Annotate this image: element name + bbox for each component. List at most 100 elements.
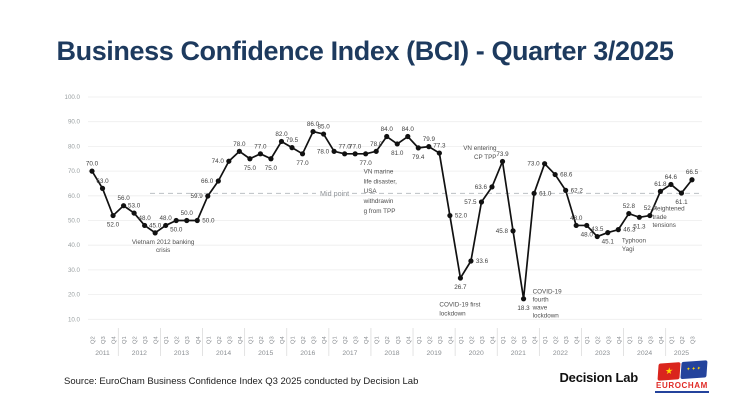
x-tick-label: Q4 — [154, 335, 160, 344]
point-value-label: 68.6 — [560, 172, 573, 179]
data-point — [152, 230, 158, 236]
data-point — [573, 222, 579, 229]
data-point — [447, 212, 453, 219]
page-title: Business Confidence Index (BCI) - Quarte… — [56, 36, 674, 66]
y-tick-label: 40.0 — [68, 242, 81, 249]
annotation-line: CP TPP — [474, 154, 497, 161]
data-points — [89, 128, 695, 302]
mid-line: Mid point — [150, 189, 702, 198]
annotation-line: Vietnam 2012 banking — [132, 239, 195, 246]
point-value-label: 50.0 — [202, 218, 215, 225]
data-point — [320, 131, 327, 137]
x-tick-label: Q4 — [533, 335, 539, 344]
point-value-label: 61.0 — [539, 190, 552, 197]
year-label: 2018 — [384, 350, 399, 357]
y-tick-label: 80.0 — [68, 143, 81, 150]
point-value-label: 66.5 — [686, 169, 699, 176]
eurocham-logo: ★ ✦✦✦ EUROCHAM — [652, 360, 712, 393]
x-tick-label: Q1 — [501, 336, 507, 344]
x-tick-label: Q2 — [469, 336, 475, 344]
annotation-line: COVID-19 — [533, 288, 563, 295]
point-value-label: 52.0 — [107, 222, 120, 229]
point-value-label: 62.2 — [571, 187, 584, 194]
x-tick-label: Q2 — [343, 336, 349, 344]
data-point — [110, 212, 116, 219]
point-value-label: 46.3 — [623, 227, 636, 234]
data-point — [636, 214, 642, 220]
data-point — [352, 151, 358, 157]
point-value-label: 45.0 — [149, 222, 162, 229]
point-value-label: 77.0 — [254, 143, 267, 150]
data-point — [342, 151, 348, 157]
y-tick-label: 100.0 — [65, 94, 81, 101]
x-tick-label: Q2 — [133, 336, 139, 344]
x-tick-label: Q4 — [364, 335, 370, 344]
decision-lab-logo: Decision Lab — [559, 370, 638, 385]
data-point — [331, 148, 337, 154]
point-value-label: 77.0 — [349, 143, 362, 150]
point-value-label: 53.0 — [128, 203, 141, 210]
point-value-label: 73.0 — [527, 161, 540, 168]
point-value-label: 50.0 — [181, 210, 194, 217]
data-point — [268, 156, 274, 162]
x-tick-label: Q2 — [259, 336, 265, 344]
year-label: 2021 — [511, 350, 526, 357]
year-label: 2011 — [95, 350, 110, 357]
point-value-label: 59.9 — [191, 193, 204, 200]
x-tick-label: Q2 — [512, 336, 518, 344]
x-tick-label: Q1 — [669, 336, 675, 344]
y-tick-label: 70.0 — [68, 168, 81, 175]
point-value-label: 61.8 — [654, 181, 667, 188]
data-point — [194, 217, 200, 224]
data-point — [594, 233, 600, 240]
x-tick-label: Q4 — [575, 335, 581, 344]
annotation-line: lockdown — [439, 310, 466, 317]
data-point — [678, 190, 685, 196]
annotation-line: tensions — [652, 222, 675, 229]
data-point — [89, 168, 95, 174]
x-tick-label: Q2 — [301, 336, 307, 344]
x-tick-label: Q4 — [280, 335, 286, 344]
data-point — [373, 148, 379, 154]
data-point — [457, 275, 464, 281]
x-tick-label: Q3 — [690, 336, 696, 344]
x-tick-label: Q2 — [638, 336, 644, 344]
x-tick-label: Q2 — [554, 336, 560, 344]
x-tick-label: Q3 — [396, 336, 402, 344]
data-point — [689, 177, 695, 183]
point-value-label: 70.0 — [86, 161, 99, 168]
x-tick-label: Q3 — [438, 336, 444, 344]
point-value-label: 85.0 — [317, 124, 330, 131]
annotation-line: VN entering — [463, 145, 497, 152]
x-tick-label: Q1 — [459, 336, 465, 344]
data-point — [563, 187, 569, 193]
data-point — [489, 184, 495, 190]
point-value-label: 48.0 — [581, 231, 594, 238]
mid-point-label: Mid point — [320, 189, 349, 198]
data-point — [584, 222, 590, 229]
eu-flag-icon: ✦✦✦ — [679, 360, 708, 380]
x-tick-label: Q2 — [596, 336, 602, 344]
x-tick-label: Q4 — [617, 335, 623, 344]
point-value-label: 63.6 — [475, 184, 488, 191]
point-value-label: 56.0 — [117, 195, 130, 202]
eurocham-tagline-bar — [655, 391, 709, 393]
data-point — [236, 148, 242, 154]
data-point — [131, 210, 137, 216]
point-value-label: 78.0 — [317, 148, 330, 155]
point-value-label: 77.0 — [296, 160, 309, 167]
y-tick-label: 50.0 — [68, 218, 81, 225]
annotation-line: crisis — [156, 247, 170, 254]
data-point — [605, 230, 611, 236]
x-tick-label: Q3 — [522, 336, 528, 344]
x-tick-label: Q1 — [627, 336, 633, 344]
x-tick-label: Q4 — [406, 335, 412, 344]
x-tick-label: Q3 — [354, 336, 360, 344]
x-tick-label: Q1 — [206, 336, 212, 344]
x-tick-label: Q1 — [164, 336, 170, 344]
data-point — [510, 228, 516, 234]
data-point — [310, 128, 316, 135]
x-tick-label: Q1 — [543, 336, 549, 344]
point-value-label: 79.9 — [423, 136, 436, 143]
